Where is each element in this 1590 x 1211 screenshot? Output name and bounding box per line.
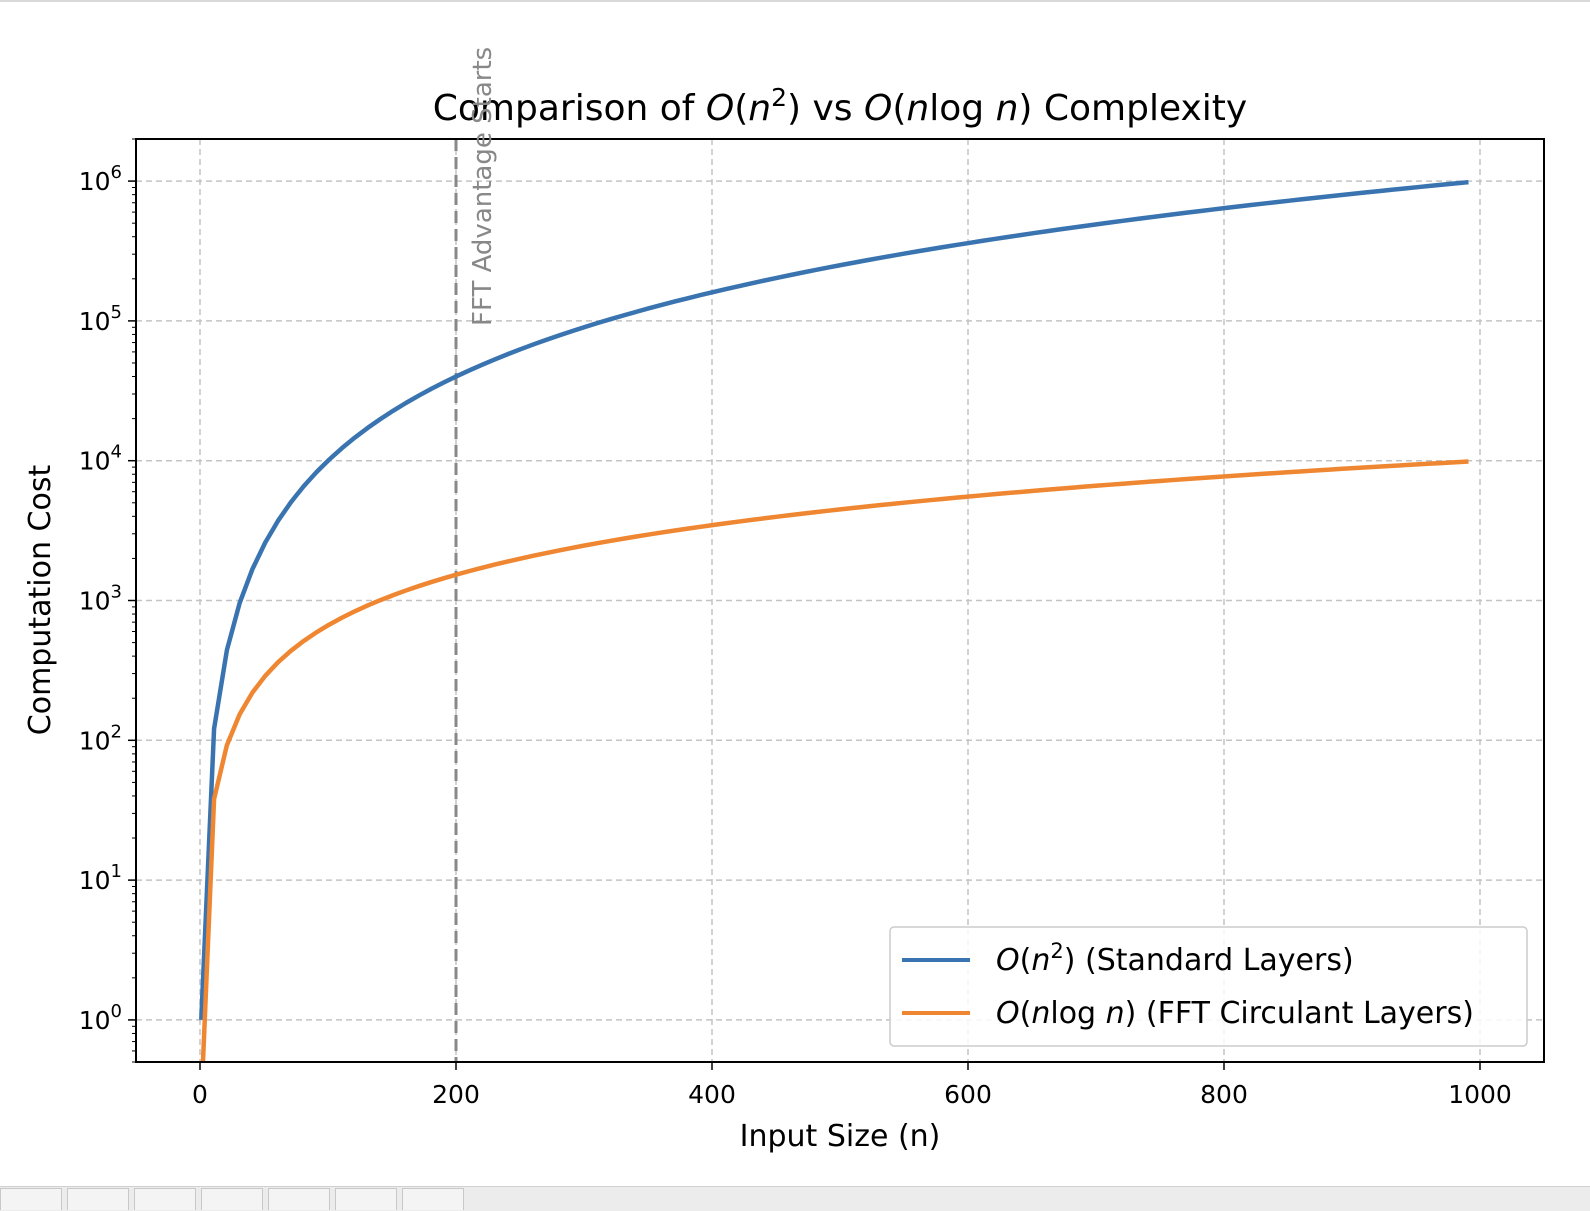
y-tick-label: 103: [79, 582, 122, 616]
x-tick-label: 1000: [1448, 1080, 1512, 1109]
bottom-tab[interactable]: [402, 1188, 464, 1210]
bottom-tab[interactable]: [335, 1188, 397, 1210]
x-tick-label: 800: [1200, 1080, 1248, 1109]
bottom-tab[interactable]: [268, 1188, 330, 1210]
chart: Comparison of O(n2) vs O(nlog n) Complex…: [23, 47, 1545, 1154]
x-tick-label: 0: [192, 1080, 208, 1109]
window-top-border: [0, 0, 1590, 2]
x-axis-label: Input Size (n): [740, 1119, 941, 1154]
window-bottom-strip: [0, 1186, 1590, 1211]
y-tick-label: 101: [79, 861, 122, 895]
bottom-tab[interactable]: [0, 1188, 62, 1210]
y-tick-label: 104: [79, 442, 122, 476]
series-line-1: [200, 459, 1469, 1062]
y-tick-label: 102: [79, 721, 122, 755]
series-line-0: [199, 179, 1469, 1021]
bottom-tab[interactable]: [201, 1188, 263, 1210]
annotation-fft-advantage: FFT Advantage Starts: [468, 47, 498, 326]
x-tick-label: 400: [688, 1080, 736, 1109]
legend-label-standard: O(n2) (Standard Layers): [996, 939, 1354, 978]
legend-box: [889, 926, 1528, 1047]
x-tick-label: 600: [944, 1080, 992, 1109]
series-lines: [199, 179, 1469, 1062]
legend-label-fft: O(nlog n) (FFT Circulant Layers): [996, 996, 1474, 1031]
y-axis-label: Computation Cost: [23, 465, 58, 736]
x-tick-label: 200: [432, 1080, 480, 1109]
y-tick-label: 100: [79, 1001, 122, 1035]
y-tick-label: 105: [79, 302, 122, 336]
y-ticks: 100 101 102 103 104 105 106: [79, 138, 136, 1063]
x-ticks: 0 200 400 600 800 1000: [192, 1062, 1512, 1109]
bottom-tab[interactable]: [67, 1188, 129, 1210]
bottom-tab[interactable]: [134, 1188, 196, 1210]
y-tick-label: 106: [79, 162, 122, 196]
chart-title: Comparison of O(n2) vs O(nlog n) Complex…: [433, 83, 1247, 129]
legend: O(n2) (Standard Layers) O(nlog n) (FFT C…: [889, 926, 1528, 1047]
grid: [136, 139, 1544, 1062]
